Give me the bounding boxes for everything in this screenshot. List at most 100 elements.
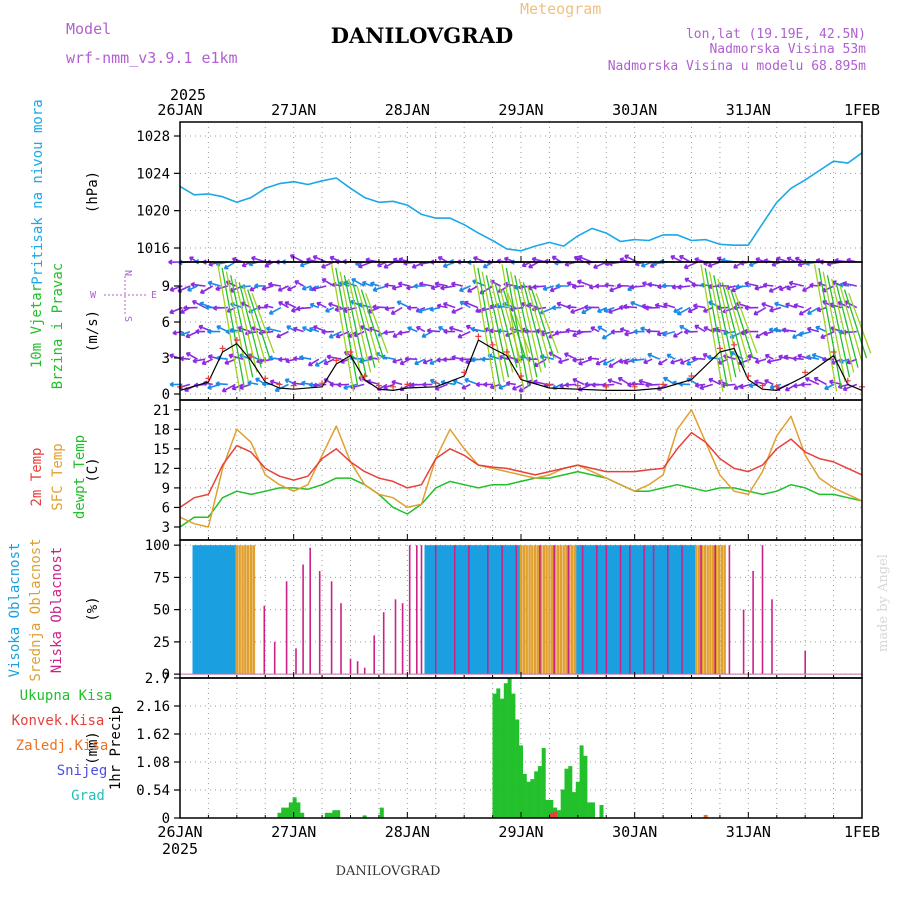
cloud-bar-mid — [717, 545, 721, 675]
wind-arrow — [404, 356, 418, 362]
cloud-bar-high — [681, 545, 685, 675]
wind-arrow — [571, 283, 585, 290]
wind-arrow — [629, 284, 645, 290]
wind-arrow — [676, 306, 691, 316]
precip-bar — [336, 810, 341, 818]
wind-gust-arrow — [217, 264, 241, 392]
wind-arrow — [735, 283, 751, 290]
precip-bar — [556, 810, 561, 818]
wind-arrow — [806, 326, 820, 333]
cloud-bar-high — [444, 545, 448, 675]
wind-arrow — [391, 379, 403, 386]
wind-arrow — [576, 279, 592, 287]
wind-arrow — [397, 281, 410, 287]
cloud-bar-low — [263, 605, 266, 675]
wind-gust-marker — [660, 381, 667, 388]
cloud-bar-mid — [519, 545, 523, 675]
wind-arrow — [744, 305, 759, 311]
wind-arrow — [338, 281, 350, 287]
precip-bar — [300, 812, 305, 818]
wind-arrow — [673, 306, 683, 313]
cloud-bar-mid — [528, 545, 531, 675]
wind-arrow — [694, 382, 706, 389]
wind-gust-arrow — [335, 267, 359, 387]
wind-arrow — [267, 281, 282, 288]
wind-arrow — [554, 330, 569, 336]
wind-gust-marker — [631, 383, 638, 390]
wind-arrow — [607, 378, 623, 386]
cloud-bar-high — [215, 545, 219, 675]
cloud-bar-mid — [542, 545, 545, 675]
y-tick-label: 50 — [153, 603, 170, 619]
wind-gust-marker — [844, 377, 851, 384]
wind-arrow — [572, 357, 585, 363]
wind-arrow — [670, 255, 683, 263]
wind-arrow — [505, 380, 516, 387]
wind-arrow — [802, 285, 812, 292]
wind-arrow — [793, 303, 804, 309]
wind-gust-marker — [347, 349, 354, 355]
wind-arrow — [335, 330, 350, 339]
precip-bar — [591, 802, 595, 818]
model-label: Model — [66, 20, 111, 38]
y-tick-label: 75 — [153, 570, 170, 586]
compass-cross — [104, 276, 146, 314]
precip-bar — [362, 815, 367, 818]
wind-gust-arrow — [347, 278, 372, 373]
wind-gust-arrow — [531, 289, 555, 359]
wind-arrow — [481, 356, 494, 362]
wind-arrow — [228, 353, 244, 360]
wind-arrow — [683, 329, 698, 335]
wind-arrow — [207, 328, 221, 335]
wind-arrow — [263, 303, 274, 309]
wind-gust-arrow — [221, 267, 245, 387]
precip-bar — [328, 812, 333, 818]
cloud-bar-mid — [568, 545, 571, 675]
cloud-bar-low — [761, 545, 764, 675]
cloud-bar-low — [652, 545, 655, 675]
wind-arrow — [301, 326, 312, 333]
wind-gust-arrow — [717, 278, 741, 373]
cloud-bar-high — [658, 545, 662, 675]
cloud-bar-high — [509, 545, 514, 675]
cloud-bar-high — [515, 545, 519, 675]
cloud-bar-high — [627, 545, 631, 675]
y-tick-label: 1016 — [136, 241, 170, 257]
wind-arrow — [207, 280, 221, 287]
wind-arrow — [216, 325, 229, 333]
cloud-bar-low — [771, 599, 773, 675]
cloud-bar-high — [464, 545, 468, 675]
wind-arrow — [846, 358, 858, 365]
wind-arrow — [804, 377, 820, 386]
cloud-bar-low — [416, 545, 418, 675]
wind-arrow — [646, 328, 660, 334]
wind-arrow — [407, 326, 418, 333]
cloud-ylabel-high: Visoka Oblacnost — [7, 543, 23, 678]
wind-gust-marker — [759, 382, 766, 389]
cloud-bar-low — [596, 545, 598, 675]
wind-arrow — [692, 303, 706, 309]
wind-arrow — [739, 383, 751, 390]
precip-bar — [522, 773, 527, 818]
wind-arrow — [327, 301, 342, 309]
wind-arrow — [528, 261, 539, 269]
wind-gust-arrow — [494, 282, 518, 368]
cloud-bar-high — [435, 545, 440, 675]
cloud-bar-low — [742, 609, 745, 675]
temp-ylabel-dewpt: dewpt Temp — [72, 435, 88, 519]
wind-arrow — [421, 330, 433, 338]
time-tick-top: 31JAN — [726, 101, 771, 119]
cloud-bar-mid — [700, 545, 704, 675]
wind-arrow — [716, 305, 729, 311]
y-tick-label: 3 — [162, 351, 170, 367]
precip-bar — [281, 807, 286, 818]
wind-arrow — [392, 358, 403, 364]
wind-gust-arrow — [509, 271, 534, 383]
wind-gust-arrow — [843, 289, 868, 359]
wind-arrow — [187, 285, 198, 292]
cloud-bar-mid — [709, 545, 712, 675]
precip-bar — [515, 719, 520, 818]
wind-arrow — [686, 358, 699, 366]
cloud-bar-high — [438, 545, 443, 675]
wind-arrow — [766, 358, 782, 365]
